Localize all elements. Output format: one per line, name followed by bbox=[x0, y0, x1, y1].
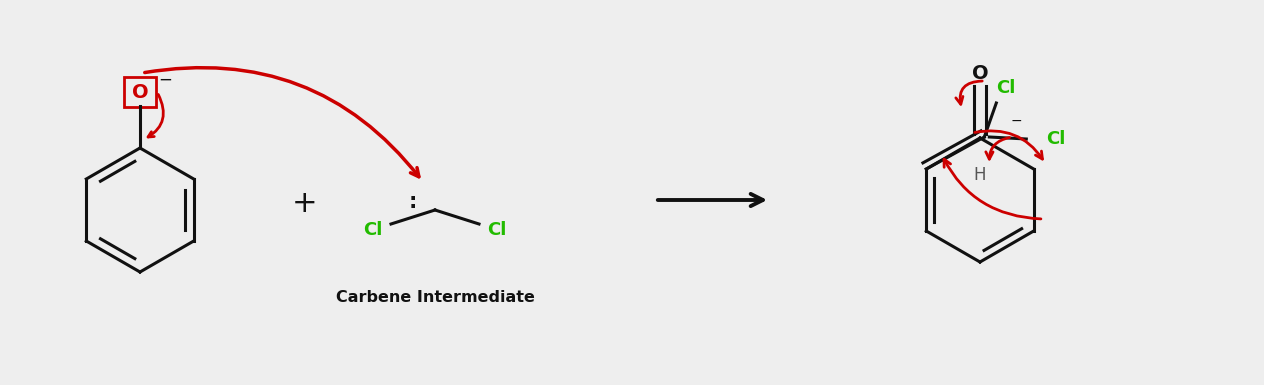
Text: H: H bbox=[973, 166, 986, 184]
Text: O: O bbox=[972, 64, 988, 82]
Text: :: : bbox=[408, 192, 417, 212]
Text: +: + bbox=[292, 189, 317, 218]
Text: Cl: Cl bbox=[363, 221, 383, 239]
Text: −: − bbox=[158, 71, 172, 89]
Text: Cl: Cl bbox=[996, 79, 1016, 97]
Text: Carbene Intermediate: Carbene Intermediate bbox=[335, 290, 535, 305]
Text: Cl: Cl bbox=[1047, 130, 1066, 148]
Text: Cl: Cl bbox=[488, 221, 507, 239]
Text: −: − bbox=[1010, 114, 1023, 128]
FancyBboxPatch shape bbox=[124, 77, 155, 107]
Text: O: O bbox=[131, 82, 148, 102]
